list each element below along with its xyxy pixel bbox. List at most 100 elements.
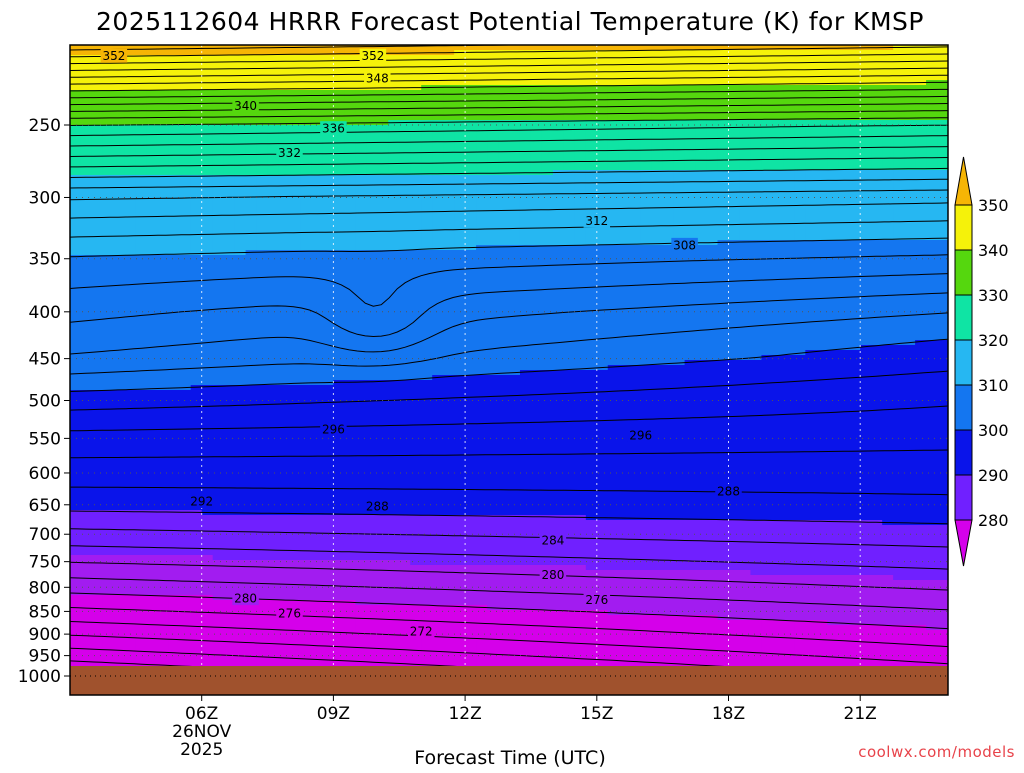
band-cell bbox=[476, 225, 488, 231]
band-cell bbox=[146, 290, 159, 296]
band-cell bbox=[585, 310, 598, 316]
band-cell bbox=[91, 315, 104, 321]
band-cell bbox=[245, 270, 258, 276]
band-cell bbox=[124, 150, 137, 156]
band-cell bbox=[278, 135, 291, 141]
band-cell bbox=[465, 230, 477, 236]
band-cell bbox=[234, 295, 247, 301]
band-cell bbox=[739, 65, 752, 71]
band-cell bbox=[937, 305, 948, 311]
band-cell bbox=[673, 45, 686, 51]
band-cell bbox=[706, 80, 719, 86]
band-cell bbox=[585, 95, 598, 101]
band-cell bbox=[596, 250, 609, 256]
band-cell bbox=[311, 245, 324, 251]
band-cell bbox=[750, 340, 763, 346]
band-cell bbox=[662, 130, 675, 136]
band-cell bbox=[377, 270, 389, 276]
band-cell bbox=[333, 205, 345, 211]
band-cell bbox=[509, 235, 521, 241]
band-cell bbox=[882, 105, 894, 111]
band-cell bbox=[245, 320, 258, 326]
band-cell bbox=[552, 230, 565, 236]
band-cell bbox=[289, 165, 302, 171]
band-cell bbox=[629, 270, 642, 276]
band-cell bbox=[805, 75, 817, 81]
band-cell bbox=[377, 185, 389, 191]
band-cell bbox=[498, 185, 510, 191]
band-cell bbox=[465, 100, 477, 106]
band-cell bbox=[805, 345, 817, 351]
band-cell bbox=[662, 125, 675, 131]
band-cell bbox=[552, 65, 565, 71]
band-cell bbox=[366, 180, 378, 186]
band-cell bbox=[739, 115, 752, 121]
band-cell bbox=[871, 305, 883, 311]
band-cell bbox=[838, 205, 850, 211]
band-cell bbox=[168, 295, 181, 301]
band-cell bbox=[344, 110, 356, 116]
band-cell bbox=[662, 275, 675, 281]
band-cell bbox=[717, 130, 730, 136]
band-cell bbox=[838, 75, 850, 81]
band-cell bbox=[157, 315, 170, 321]
band-cell bbox=[816, 225, 828, 231]
band-cell bbox=[618, 250, 631, 256]
band-cell bbox=[157, 205, 170, 211]
band-cell bbox=[618, 280, 631, 286]
band-cell bbox=[849, 290, 861, 296]
band-cell bbox=[783, 105, 795, 111]
band-cell bbox=[750, 125, 763, 131]
band-cell bbox=[541, 165, 554, 171]
band-cell bbox=[190, 240, 203, 246]
band-cell bbox=[827, 250, 839, 256]
band-cell bbox=[256, 185, 269, 191]
band-cell bbox=[487, 305, 499, 311]
band-cell bbox=[585, 125, 598, 131]
band-cell bbox=[80, 130, 93, 136]
band-cell bbox=[706, 325, 719, 331]
band-cell bbox=[607, 305, 620, 311]
band-cell bbox=[838, 280, 850, 286]
band-cell bbox=[794, 300, 806, 306]
band-cell bbox=[443, 120, 455, 126]
band-cell bbox=[783, 160, 795, 166]
band-cell bbox=[662, 45, 675, 51]
band-cell bbox=[498, 180, 510, 186]
band-cell bbox=[201, 150, 214, 156]
band-cell bbox=[179, 125, 192, 131]
band-cell bbox=[651, 220, 664, 226]
band-cell bbox=[399, 235, 411, 241]
band-cell bbox=[695, 200, 708, 206]
band-cell bbox=[552, 325, 565, 331]
band-cell bbox=[278, 210, 291, 216]
band-cell bbox=[618, 130, 631, 136]
band-cell bbox=[607, 150, 620, 156]
band-cell bbox=[289, 205, 302, 211]
band-cell bbox=[629, 140, 642, 146]
band-cell bbox=[783, 130, 795, 136]
band-cell bbox=[476, 120, 488, 126]
band-cell bbox=[805, 325, 817, 331]
band-cell bbox=[585, 150, 598, 156]
band-cell bbox=[860, 320, 872, 326]
band-cell bbox=[333, 85, 345, 91]
band-cell bbox=[377, 295, 389, 301]
band-cell bbox=[904, 190, 916, 196]
band-cell bbox=[355, 195, 367, 201]
band-cell bbox=[849, 165, 861, 171]
band-cell bbox=[355, 180, 367, 186]
band-cell bbox=[443, 335, 455, 341]
band-cell bbox=[399, 285, 411, 291]
band-cell bbox=[70, 165, 82, 171]
band-cell bbox=[651, 300, 664, 306]
band-cell bbox=[926, 180, 938, 186]
band-cell bbox=[882, 55, 894, 61]
band-cell bbox=[761, 155, 773, 161]
band-cell bbox=[333, 280, 345, 286]
band-cell bbox=[937, 100, 948, 106]
band-cell bbox=[684, 345, 697, 351]
band-cell bbox=[629, 45, 642, 51]
band-cell bbox=[410, 280, 422, 286]
band-cell bbox=[168, 125, 181, 131]
